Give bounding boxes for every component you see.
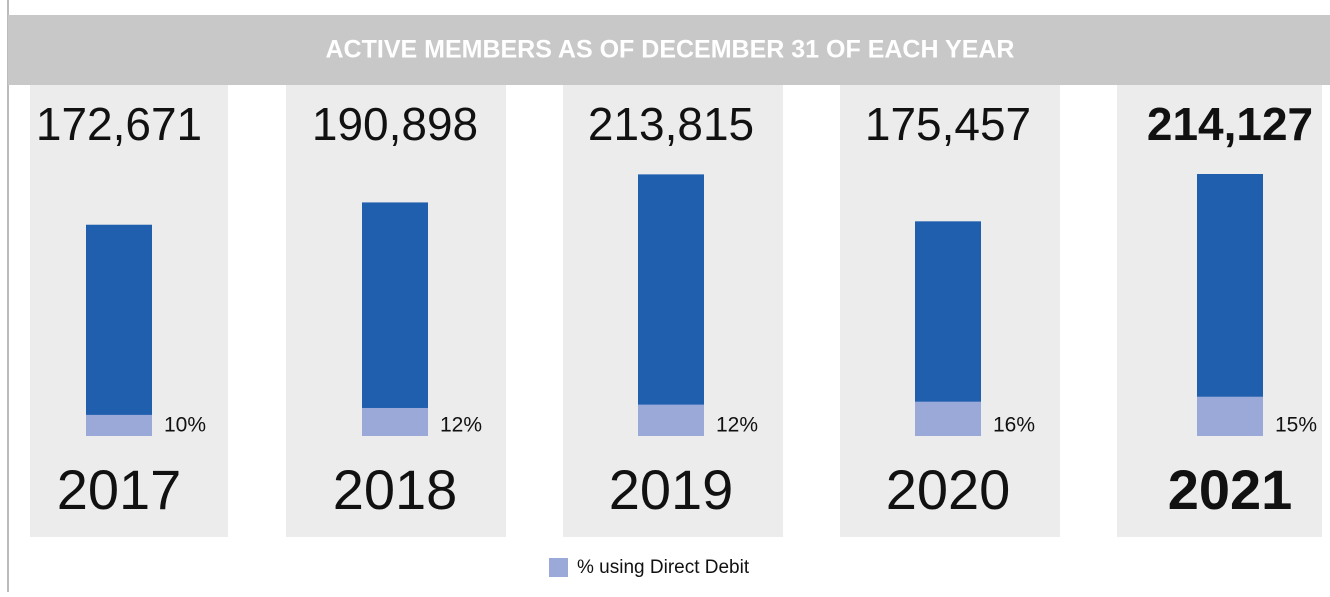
bar: [362, 202, 428, 436]
category-label: 2020: [886, 458, 1011, 521]
percent-label: 15%: [1275, 414, 1317, 437]
value-label: 190,898: [312, 98, 478, 150]
bar: [86, 224, 152, 436]
chart-title: ACTIVE MEMBERS AS OF DECEMBER 31 OF EACH…: [326, 36, 1015, 64]
title-band: [8, 15, 1330, 85]
bar: [915, 221, 981, 436]
category-label: 2019: [609, 458, 734, 521]
value-label: 172,671: [36, 98, 202, 150]
percent-label: 16%: [993, 414, 1035, 437]
percent-label: 12%: [716, 414, 758, 437]
category-label: 2017: [57, 458, 182, 521]
legend-swatch: [549, 558, 568, 577]
bar: [638, 174, 704, 436]
bar-segment: [1197, 396, 1263, 436]
legend-label: % using Direct Debit: [577, 557, 750, 578]
bar-segment: [915, 401, 981, 436]
value-label: 213,815: [588, 98, 754, 150]
bar-segment: [86, 414, 152, 436]
value-label: 214,127: [1147, 98, 1313, 150]
bar: [1197, 174, 1263, 436]
category-label: 2018: [333, 458, 458, 521]
category-label: 2021: [1168, 458, 1293, 521]
percent-label: 12%: [440, 414, 482, 437]
bar-segment: [638, 404, 704, 436]
value-label: 175,457: [865, 98, 1031, 150]
percent-label: 10%: [164, 414, 206, 437]
bar-segment: [362, 407, 428, 436]
